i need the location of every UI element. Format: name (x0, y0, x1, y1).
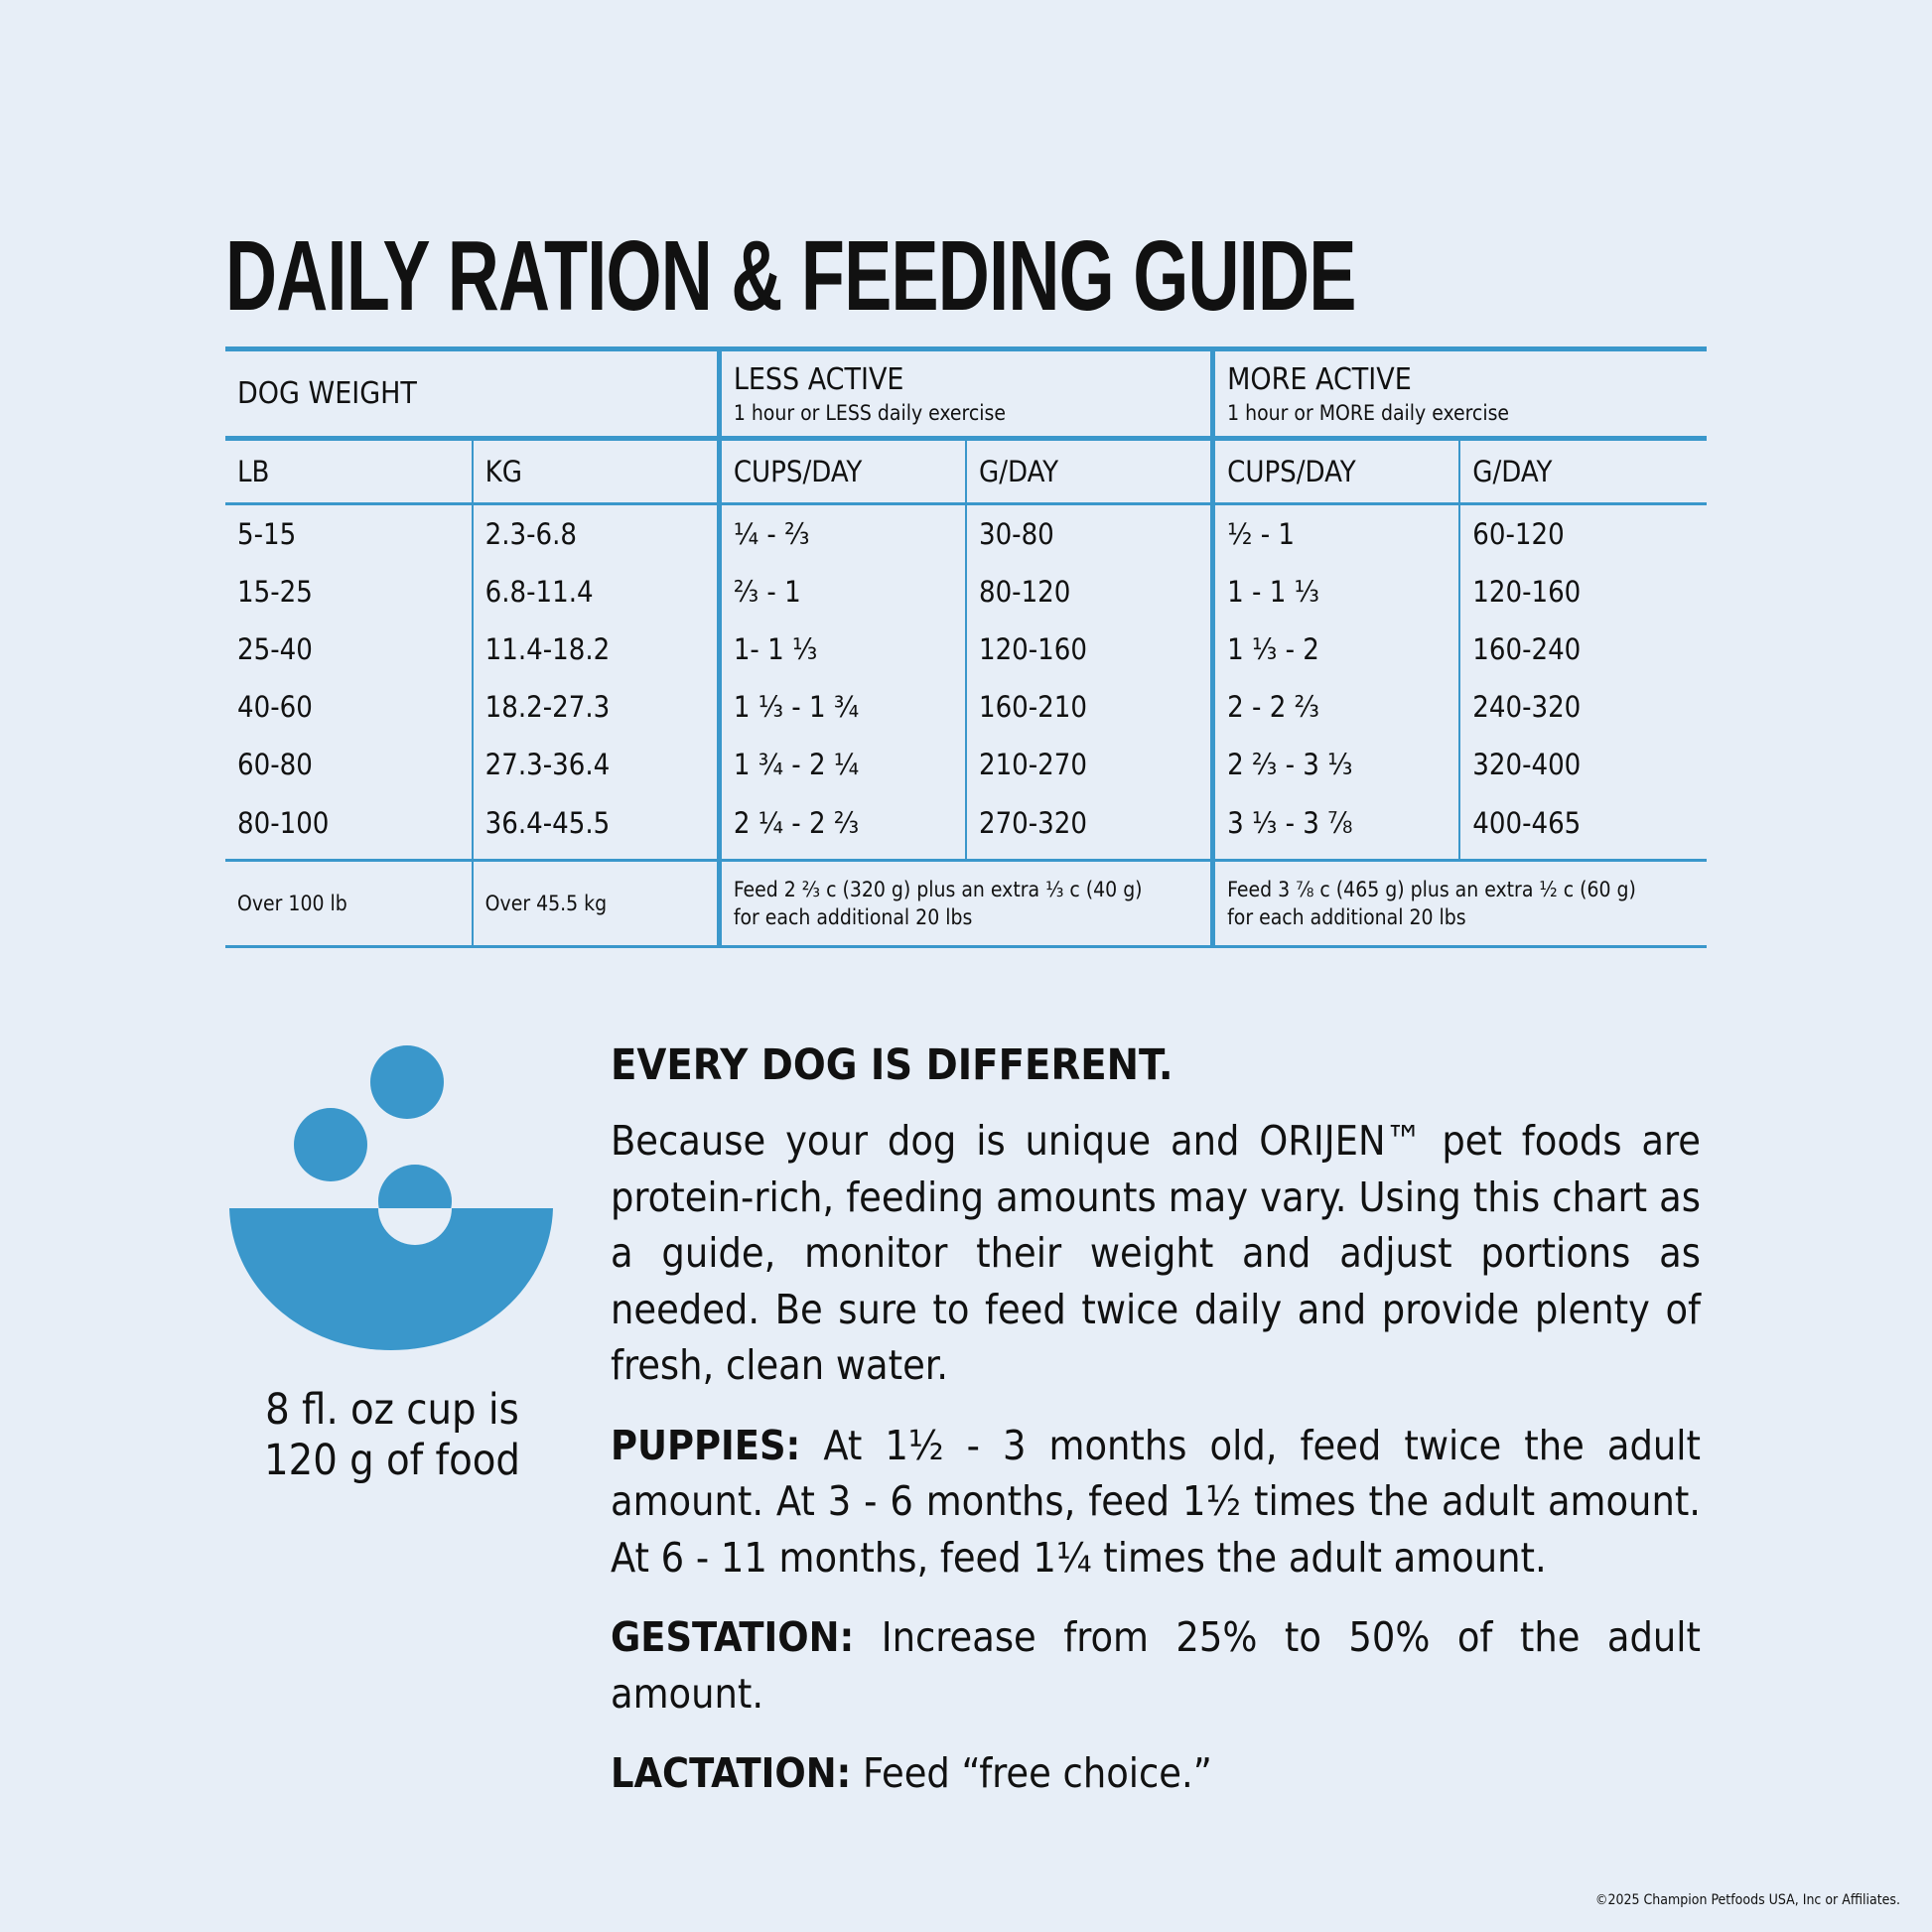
table-cell: 40-60 (225, 678, 474, 736)
over-lb: Over 100 lb (225, 860, 474, 948)
table-cell: 25-40 (225, 621, 474, 678)
table-cell: 120-160 (1458, 563, 1707, 621)
table-row: 5-15 2.3-6.8 ¼ - ⅔ 30-80 ½ - 1 60-120 (225, 503, 1707, 563)
column-header: CUPS/DAY (716, 438, 967, 505)
more-active-label: MORE ACTIVE (1227, 362, 1412, 397)
table-cell: 1 ⅓ - 1 ¾ (716, 678, 967, 736)
table-cell: 30-80 (964, 503, 1214, 563)
column-header: G/DAY (964, 438, 1214, 505)
gestation-label: GESTATION: (611, 1613, 855, 1661)
bowl-shape (229, 1208, 553, 1350)
more-active-sub: 1 hour or MORE daily exercise (1227, 401, 1510, 425)
table-cell: 2 ⅔ - 3 ⅓ (1210, 736, 1461, 793)
caption-line1: 8 fl. oz cup is (265, 1385, 519, 1435)
more-extra-line1: Feed 3 ⅞ c (465 g) plus an extra ½ c (60… (1227, 877, 1636, 901)
table-cell: 2 ¼ - 2 ⅔ (716, 793, 967, 862)
kibble-icon (294, 1108, 367, 1181)
table-cell: 400-465 (1458, 793, 1707, 862)
less-active-label: LESS ACTIVE (733, 362, 904, 397)
table-cell: 1- 1 ⅓ (716, 621, 967, 678)
table-cell: 160-240 (1458, 621, 1707, 678)
column-header: G/DAY (1458, 438, 1707, 505)
table-cell: 270-320 (964, 793, 1214, 862)
gestation-note: GESTATION: Increase from 25% to 50% of t… (611, 1609, 1701, 1722)
table-cell: ⅔ - 1 (716, 563, 967, 621)
more-extra-line2: for each additional 20 lbs (1227, 905, 1466, 929)
table-row: 80-100 36.4-45.5 2 ¼ - 2 ⅔ 270-320 3 ⅓ - 3 ⅞… (225, 793, 1707, 862)
table-cell: ½ - 1 (1210, 503, 1461, 563)
column-header: LB (225, 438, 474, 505)
header-dog-weight: DOG WEIGHT (225, 346, 721, 441)
table-row: 40-60 18.2-27.3 1 ⅓ - 1 ¾ 160-210 2 - 2 ⅔ 240… (225, 678, 1707, 736)
table-cell: 5-15 (225, 503, 474, 563)
over-kg: Over 45.5 kg (471, 860, 721, 948)
table-cell: 6.8-11.4 (471, 563, 721, 621)
lactation-label: LACTATION: (611, 1749, 852, 1797)
column-header: KG (471, 438, 721, 505)
table-cell: 2 - 2 ⅔ (1210, 678, 1461, 736)
header-more-active: MORE ACTIVE 1 hour or MORE daily exercise (1210, 346, 1707, 441)
table-cell: ¼ - ⅔ (716, 503, 967, 563)
info-section: EVERY DOG IS DIFFERENT. Because your dog… (611, 1037, 1701, 1826)
table-cell: 11.4-18.2 (471, 621, 721, 678)
table-cell: 120-160 (964, 621, 1214, 678)
table-cell: 36.4-45.5 (471, 793, 721, 862)
table-row: 15-25 6.8-11.4 ⅔ - 1 80-120 1 - 1 ⅓ 120-160 (225, 563, 1707, 621)
table-row: 25-40 11.4-18.2 1- 1 ⅓ 120-160 1 ⅓ - 2 160-24… (225, 621, 1707, 678)
caption-line2: 120 g of food (264, 1436, 520, 1485)
less-extra-line1: Feed 2 ⅔ c (320 g) plus an extra ⅓ c (40… (733, 877, 1143, 901)
feeding-table: DOG WEIGHT LESS ACTIVE 1 hour or LESS dai… (225, 346, 1707, 948)
table-cell: 1 ¾ - 2 ¼ (716, 736, 967, 793)
table-cell: 60-80 (225, 736, 474, 793)
less-active-sub: 1 hour or LESS daily exercise (733, 401, 1006, 425)
lactation-note: LACTATION: Feed “free choice.” (611, 1745, 1701, 1802)
table-cell: 3 ⅓ - 3 ⅞ (1210, 793, 1461, 862)
less-active-extra: Feed 2 ⅔ c (320 g) plus an extra ⅓ c (40… (716, 860, 1214, 948)
header-less-active: LESS ACTIVE 1 hour or LESS daily exercise (716, 346, 1214, 441)
bowl-caption: 8 fl. oz cup is 120 g of food (228, 1385, 556, 1486)
page-title: DAILY RATION & FEEDING GUIDE (225, 220, 1356, 332)
table-cell: 320-400 (1458, 736, 1707, 793)
lactation-text: Feed “free choice.” (851, 1749, 1212, 1797)
table-cell: 240-320 (1458, 678, 1707, 736)
table-cell: 80-120 (964, 563, 1214, 621)
puppies-note: PUPPIES: At 1½ - 3 months old, feed twic… (611, 1418, 1701, 1587)
table-cell: 1 - 1 ⅓ (1210, 563, 1461, 621)
puppies-text: At 1½ - 3 months old, feed twice the adu… (611, 1421, 1701, 1582)
kibble-icon (370, 1045, 444, 1119)
info-body: Because your dog is unique and ORIJEN™ p… (611, 1117, 1701, 1389)
table-cell: 2.3-6.8 (471, 503, 721, 563)
table-cell: 80-100 (225, 793, 474, 862)
table-cell: 18.2-27.3 (471, 678, 721, 736)
table-cell: 27.3-36.4 (471, 736, 721, 793)
table-cell: 210-270 (964, 736, 1214, 793)
table-cell: 160-210 (964, 678, 1214, 736)
food-bowl-icon (229, 1045, 553, 1350)
info-heading: EVERY DOG IS DIFFERENT. (611, 1040, 1173, 1090)
more-active-extra: Feed 3 ⅞ c (465 g) plus an extra ½ c (60… (1210, 860, 1707, 948)
less-extra-line2: for each additional 20 lbs (733, 905, 973, 929)
copyright: ©2025 Champion Petfoods USA, Inc or Affi… (1594, 1892, 1900, 1908)
table-cell: 15-25 (225, 563, 474, 621)
gestation-text: Increase from 25% to 50% of the adult am… (611, 1613, 1701, 1718)
puppies-label: PUPPIES: (611, 1421, 801, 1469)
column-header: CUPS/DAY (1210, 438, 1461, 505)
table-cell: 1 ⅓ - 2 (1210, 621, 1461, 678)
table-cell: 60-120 (1458, 503, 1707, 563)
